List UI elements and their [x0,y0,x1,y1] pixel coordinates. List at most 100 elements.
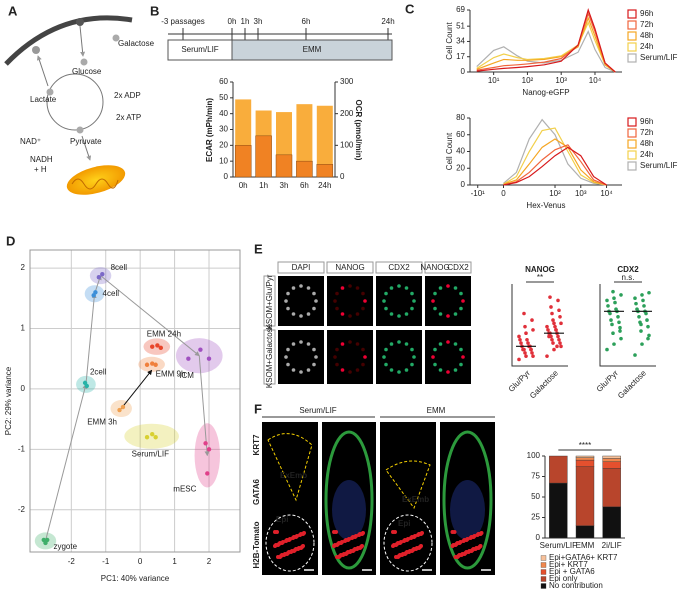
x-tick-label: Glu/Pyr [595,368,620,393]
legend-label: 24h [640,150,653,159]
column-label: NANOG [335,263,364,272]
nucleus [276,543,280,547]
membrane [4,15,133,66]
point [637,315,641,319]
label: + H [34,165,47,174]
point [546,328,550,332]
nucleus [291,286,296,290]
nucleus [291,342,296,346]
nucleus [291,368,296,372]
timeline-label: 3h [254,17,263,26]
point [551,318,555,322]
nucleus [455,555,460,559]
nucleus [314,299,318,303]
nucleus [389,368,394,372]
point [186,356,191,361]
node [76,126,84,134]
legend-swatch [627,128,637,138]
nucleus [340,368,345,372]
nucleus [278,555,282,559]
nucleus [363,299,367,303]
row-label: KSOM+Galactose [265,323,274,388]
y-tick-label: 100 [527,451,541,460]
nucleus [457,541,462,545]
nucleus [384,306,388,311]
y-tick-label: 20 [456,163,465,172]
cristae [71,178,119,190]
nucleus [312,306,316,311]
significance: n.s. [622,273,635,282]
x-tick-label: Serum/LIF [540,541,577,550]
nucleus [335,362,339,367]
nucleus [340,342,345,346]
legend-label: Epi+GATA6+ KRT7 [549,553,618,562]
nucleus [446,340,450,344]
nucleus [351,549,355,553]
y-tick-label: 100 [340,140,354,149]
point [545,354,549,358]
bar-segment [575,466,595,526]
point [614,307,618,311]
y-tick-label: 0 [224,172,229,181]
group-label: 8cell [111,263,128,272]
nucleus [453,368,458,372]
group-label: Serum/LIF [132,449,169,458]
nucleus [284,355,288,359]
timeline-label: 6h [302,17,311,26]
arrow [79,25,86,57]
nucleus [453,312,458,316]
nucleus [459,362,463,367]
nucleus [384,291,388,296]
legend-label: Epi + GATA6 [549,567,595,576]
nucleus [433,362,437,367]
point [530,318,534,322]
bar [234,145,252,178]
nucleus [471,535,476,539]
nucleus [412,535,416,539]
histogram-line [476,21,616,73]
legend-label: No contribution [549,581,603,590]
nucleus [335,291,339,296]
bar-segment [602,458,621,462]
nucleus [453,342,458,346]
nucleus [355,368,360,372]
point [45,537,50,543]
nucleus [384,347,388,352]
x-tick-label: -10¹ [471,189,486,198]
phase-label: Serum/LIF [181,45,218,54]
point [549,305,553,309]
nucleus [404,286,409,290]
group-label: 4cell [103,289,120,298]
chart-title: CDX2 [617,265,639,274]
nucleus [417,546,421,550]
nucleus [397,340,401,344]
point [640,342,644,346]
point [144,435,150,440]
krt7-ring [324,430,374,570]
point [531,328,535,332]
point [552,347,556,352]
x-tick-label: 1 [172,557,177,566]
nucleus [419,532,423,536]
label: 2x ATP [116,113,141,122]
point [519,341,523,345]
legend-swatch [627,9,637,19]
point [521,347,525,352]
legend-swatch [627,42,637,52]
histogram-line [503,138,607,186]
x-tick-label: -1 [102,557,110,566]
y-axis-label: Cell Count [445,132,454,170]
bar [255,135,272,178]
y-tick-label: 0 [461,67,466,76]
point [554,328,558,332]
panel-label: A [8,3,18,18]
nucleus [393,530,397,534]
nucleus [286,362,290,367]
nucleus [333,299,337,303]
nucleus [389,312,394,316]
x-tick-label: -2 [68,557,76,566]
nucleus [438,286,443,290]
y-tick-label: 300 [340,77,354,86]
nucleus [285,552,289,556]
point [639,329,643,333]
